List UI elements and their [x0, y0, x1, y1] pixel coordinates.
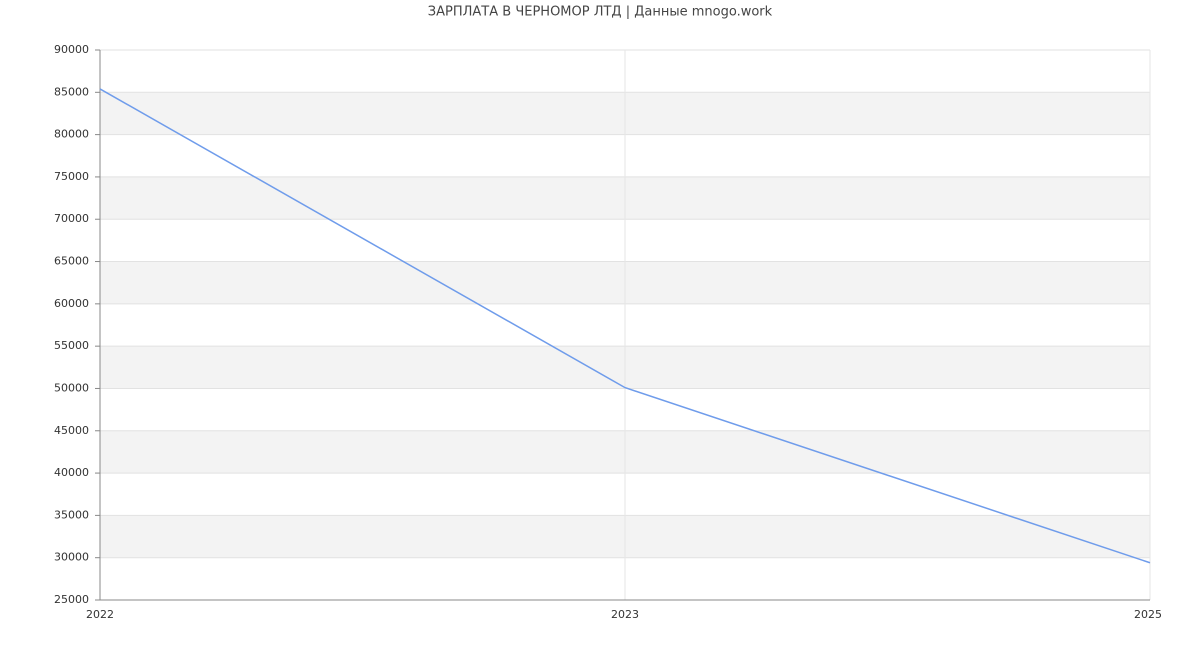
y-tick-label: 60000	[54, 297, 89, 310]
y-tick-label: 85000	[54, 85, 89, 98]
x-tick-label: 2022	[86, 608, 114, 621]
y-tick-label: 25000	[54, 593, 89, 606]
y-tick-label: 65000	[54, 255, 89, 268]
y-tick-label: 75000	[54, 170, 89, 183]
line-series	[99, 88, 1151, 564]
y-tick-label: 45000	[54, 424, 89, 437]
y-tick-label: 70000	[54, 212, 89, 225]
y-tick-label: 50000	[54, 381, 89, 394]
y-tick-label: 30000	[54, 551, 89, 564]
y-tick-label: 35000	[54, 508, 89, 521]
chart-title: ЗАРПЛАТА В ЧЕРНОМОР ЛТД | Данные mnogo.w…	[428, 5, 773, 20]
x-tick-label: 2023	[611, 608, 639, 621]
y-tick-label: 55000	[54, 339, 89, 352]
y-tick-label: 90000	[54, 43, 89, 56]
y-tick-label: 80000	[54, 128, 89, 141]
x-tick-label: 2025	[1134, 608, 1162, 621]
y-tick-label: 40000	[54, 466, 89, 479]
